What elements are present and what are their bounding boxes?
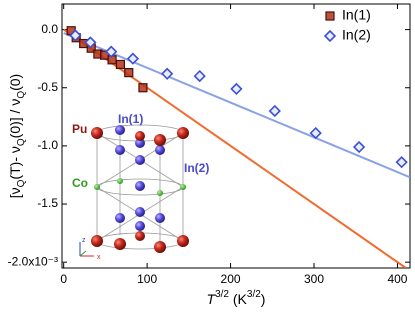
plot-area bbox=[63, 26, 410, 268]
legend-label: In(1) bbox=[342, 7, 371, 23]
axis-letter: z bbox=[82, 237, 86, 244]
inset-label: In(2) bbox=[184, 161, 209, 175]
crystal-structure-inset: Pu In(1) Co In(2) z x bbox=[72, 112, 209, 261]
y-tick-label: -0.5 bbox=[37, 80, 58, 94]
square-marker bbox=[107, 55, 117, 65]
legend-marker bbox=[325, 11, 335, 21]
diamond-marker bbox=[126, 52, 140, 65]
diamond-marker bbox=[105, 45, 118, 58]
fit-line bbox=[63, 32, 410, 179]
y-tick-label: 0.0 bbox=[41, 22, 58, 36]
x-axis-label-part: (K bbox=[229, 291, 248, 307]
y-axis-label-part: (T)- ν bbox=[7, 146, 23, 179]
y-axis-label: [νQ(T)- νQ(0)] / νQ(0) bbox=[7, 74, 27, 198]
square-marker bbox=[99, 50, 110, 60]
square-marker bbox=[124, 68, 134, 78]
diamond-marker bbox=[268, 104, 281, 118]
fit-line bbox=[63, 28, 407, 268]
x-axis-label-part: 3/2 bbox=[215, 289, 229, 300]
x-tick-label: 0 bbox=[60, 272, 67, 286]
x-tick-label: 400 bbox=[387, 272, 407, 286]
x-axis-label-part: T bbox=[207, 291, 217, 307]
diamond-marker bbox=[309, 126, 322, 140]
inset-label: Co bbox=[72, 176, 88, 190]
axes-triad bbox=[79, 242, 94, 257]
diamond-marker bbox=[161, 67, 174, 80]
y-tick-label: -2.0x10⁻³ bbox=[8, 254, 58, 268]
inset-label: In(1) bbox=[118, 112, 143, 126]
diamond-marker bbox=[69, 29, 82, 42]
y-axis-label-part: Q bbox=[16, 91, 27, 99]
y-tick-label: -1.0 bbox=[37, 138, 58, 152]
y-axis-label-part: Q bbox=[16, 138, 27, 146]
diamond-marker bbox=[395, 156, 408, 169]
y-axis-label-part: [ν bbox=[7, 187, 23, 198]
legend-marker bbox=[323, 29, 337, 43]
y-axis-label-part: (0)] / ν bbox=[7, 99, 23, 139]
y-tick-label: -1.5 bbox=[37, 196, 58, 210]
x-axis-label-part: 3/2 bbox=[247, 289, 261, 300]
x-tick-label: 100 bbox=[137, 272, 157, 286]
diamond-marker bbox=[84, 36, 97, 49]
inset-label: Pu bbox=[72, 122, 87, 136]
x-tick-label: 300 bbox=[304, 272, 324, 286]
y-axis-label-part: (0) bbox=[7, 74, 23, 91]
diamond-marker bbox=[193, 69, 206, 83]
square-marker bbox=[115, 59, 126, 70]
diamond-marker bbox=[352, 140, 366, 154]
atoms bbox=[91, 125, 189, 253]
diamond-marker bbox=[230, 82, 243, 96]
legend-label: In(2) bbox=[342, 27, 371, 43]
x-tick-label: 200 bbox=[221, 272, 241, 286]
plot-frame bbox=[61, 3, 411, 269]
x-axis-label-part: ) bbox=[261, 291, 266, 307]
square-marker bbox=[138, 83, 148, 93]
axis-letter: x bbox=[97, 254, 101, 261]
x-axis-label: T3/2 (K3/2) bbox=[207, 289, 266, 307]
y-axis-label-part: Q bbox=[16, 179, 27, 187]
